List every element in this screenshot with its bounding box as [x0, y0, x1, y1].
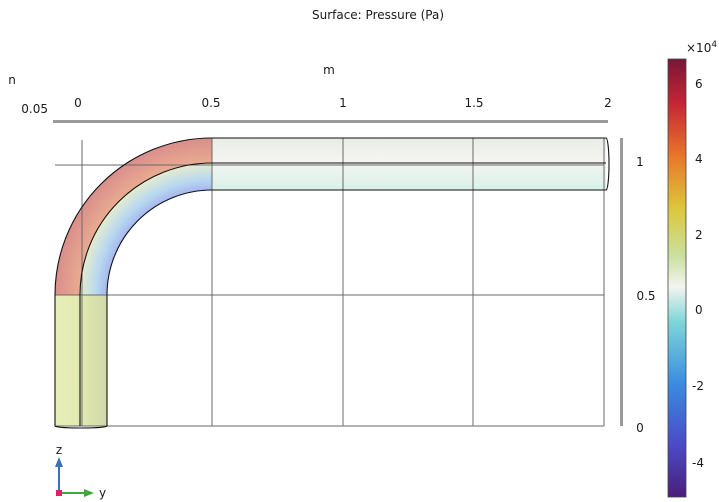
right-axis-bar [620, 138, 623, 426]
color-bar-tick-4: 4 [695, 152, 703, 166]
grid-lines [55, 138, 605, 427]
z-arrow-head-icon [55, 457, 63, 467]
triad-origin-icon [56, 490, 62, 496]
color-bar-tick-neg2: -2 [692, 379, 704, 393]
top-tick-2: 2 [604, 96, 612, 110]
right-tick-0: 0 [636, 421, 644, 435]
left-axis-value: 0.05 [21, 102, 48, 116]
top-tick-0.5: 0.5 [201, 96, 220, 110]
top-axis-bar [53, 120, 608, 123]
top-axis-unit: m [323, 63, 335, 77]
axis-triad: z y [55, 443, 106, 500]
color-bar-tick-2: 2 [695, 228, 703, 242]
left-axis-unit: n [8, 73, 16, 87]
horizontal-pipe-section [212, 138, 606, 190]
color-bar-exponent: ×104 [686, 40, 717, 55]
color-bar-tick-6: 6 [695, 77, 703, 91]
y-axis-label: y [99, 486, 106, 500]
pipe-geometry [55, 138, 606, 426]
pressure-color-bar [667, 58, 687, 498]
top-tick-0: 0 [74, 96, 82, 110]
z-axis-label: z [56, 443, 62, 457]
plot-title: Surface: Pressure (Pa) [312, 8, 444, 22]
color-bar-tick-0: 0 [695, 303, 703, 317]
right-tick-0.5: 0.5 [636, 289, 655, 303]
top-tick-1: 1 [339, 96, 347, 110]
top-tick-1.5: 1.5 [464, 96, 483, 110]
bend-inner-surface [80, 163, 212, 295]
pipe-edges [54, 137, 610, 429]
right-tick-1: 1 [636, 155, 644, 169]
color-bar-tick-neg4: -4 [692, 456, 704, 470]
y-arrow-head-icon [84, 489, 94, 497]
vertical-pipe-section [55, 295, 107, 426]
